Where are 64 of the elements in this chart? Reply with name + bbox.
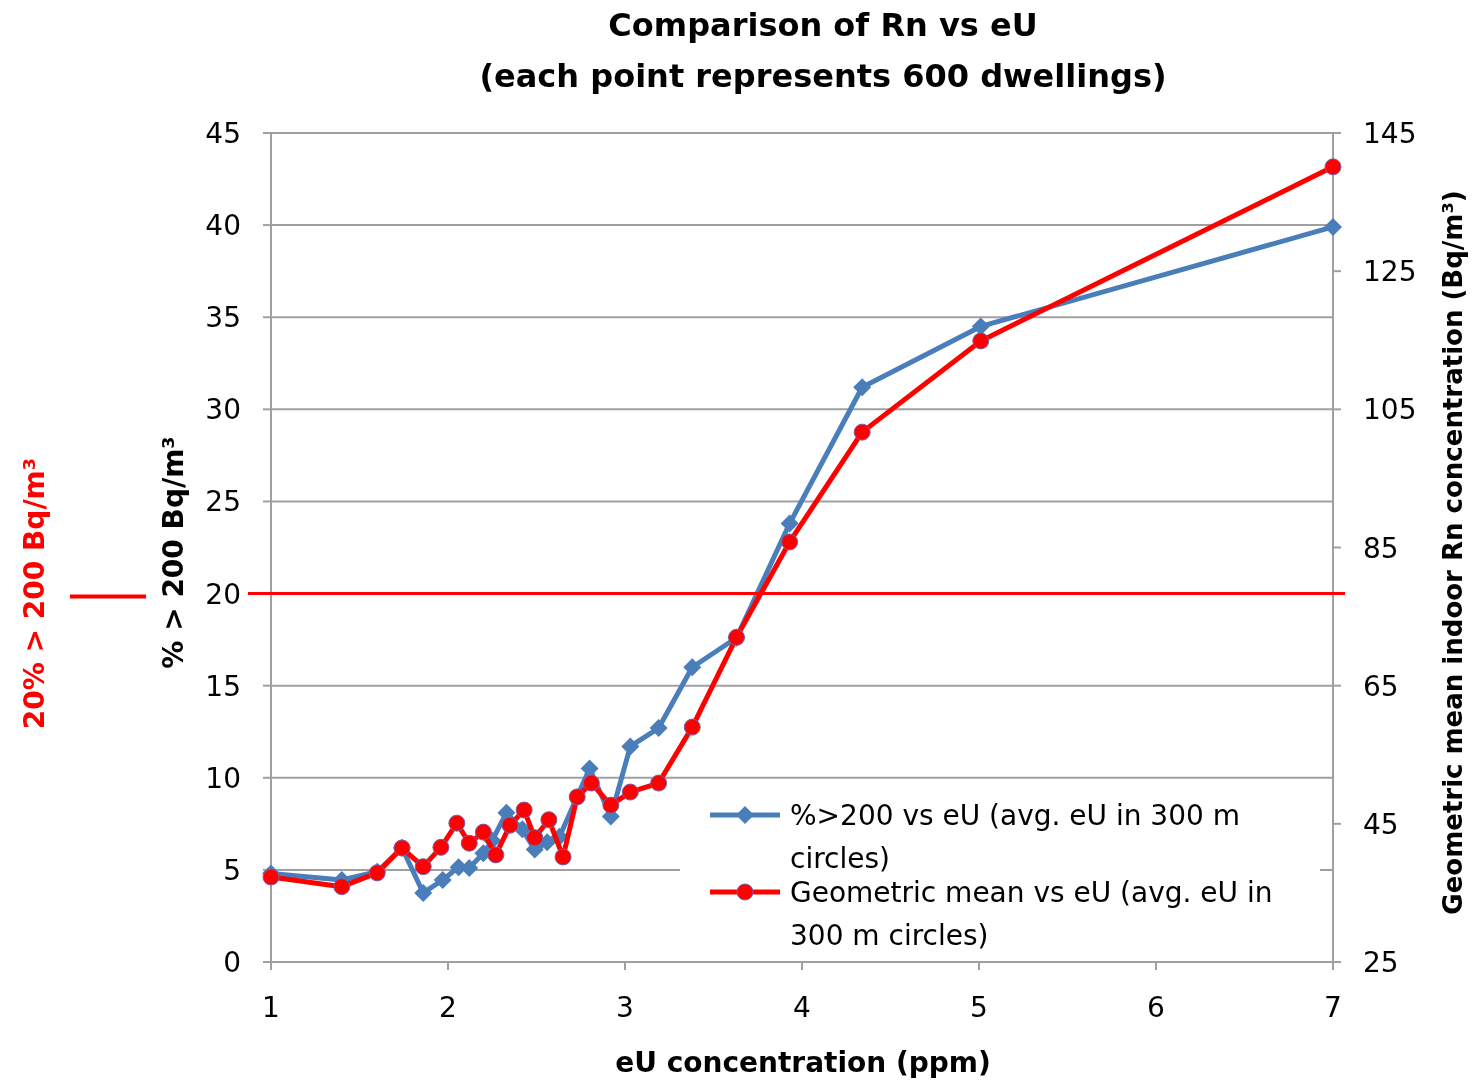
y2-tick-label: 85 — [1363, 531, 1399, 565]
y2-axis-title: Geometric mean indoor Rn concentration (Bq/m³) — [1438, 190, 1468, 915]
y-tick-label: 15 — [205, 669, 241, 703]
chart-title: Comparison of Rn vs eU — [608, 6, 1038, 44]
point — [683, 658, 702, 677]
y-tick-label: 5 — [223, 853, 241, 887]
point — [853, 378, 872, 397]
point — [971, 317, 990, 336]
y-tick-label: 35 — [205, 301, 241, 335]
point — [621, 783, 639, 801]
y2-tick-label: 145 — [1363, 117, 1417, 150]
chart-subtitle: (each point represents 600 dwellings) — [479, 57, 1167, 95]
point — [602, 796, 620, 814]
point — [1324, 158, 1342, 176]
x-tick-label: 3 — [616, 991, 634, 1024]
x-axis-title: eU concentration (ppm) — [615, 1046, 991, 1079]
x-tick-label: 7 — [1324, 991, 1342, 1024]
legend-label: %>200 vs eU (avg. eU in 300 m circles) — [790, 799, 1240, 875]
legend-label: Geometric mean vs eU (avg. eU in 300 m circles) — [790, 876, 1273, 952]
x-tick-label: 1 — [262, 991, 280, 1024]
point — [683, 718, 701, 736]
point — [853, 423, 871, 441]
ref-line-label: 20% > 200 Bq/m³ — [18, 457, 51, 730]
point — [780, 514, 799, 533]
point — [582, 774, 600, 792]
x-tick-label: 2 — [439, 991, 457, 1024]
point — [781, 533, 799, 551]
point — [432, 838, 450, 856]
point — [1324, 217, 1342, 236]
point — [554, 848, 572, 866]
y2-tick-label: 105 — [1363, 393, 1417, 427]
point — [460, 834, 478, 852]
x-tick-label: 5 — [970, 991, 988, 1024]
point — [433, 871, 452, 890]
x-tick-label: 4 — [793, 991, 811, 1024]
point — [262, 868, 280, 886]
point — [621, 737, 640, 756]
point — [333, 878, 351, 896]
y2-tick-label: 25 — [1363, 946, 1399, 979]
point — [501, 816, 519, 834]
point — [414, 858, 432, 876]
y-tick-label: 25 — [205, 485, 241, 519]
point — [487, 846, 505, 864]
point — [649, 719, 668, 738]
y2-tick-label: 65 — [1363, 669, 1399, 703]
y-tick-label: 45 — [205, 117, 241, 150]
y2-tick-label: 45 — [1363, 807, 1399, 841]
point — [650, 774, 668, 792]
y-tick-label: 40 — [205, 209, 241, 243]
point — [474, 823, 492, 841]
point — [540, 811, 558, 829]
point — [414, 883, 433, 902]
point — [568, 788, 586, 806]
y-axis-title: % > 200 Bq/m³ — [157, 436, 190, 669]
y-tick-label: 0 — [223, 946, 241, 979]
y2-tick-label: 125 — [1363, 255, 1417, 289]
point — [526, 829, 544, 847]
x-tick-label: 6 — [1147, 991, 1165, 1024]
point — [515, 801, 533, 819]
point — [448, 814, 466, 832]
y-tick-label: 20 — [205, 577, 241, 611]
y-tick-label: 30 — [205, 393, 241, 427]
point — [972, 332, 990, 350]
y-tick-label: 10 — [205, 761, 241, 795]
